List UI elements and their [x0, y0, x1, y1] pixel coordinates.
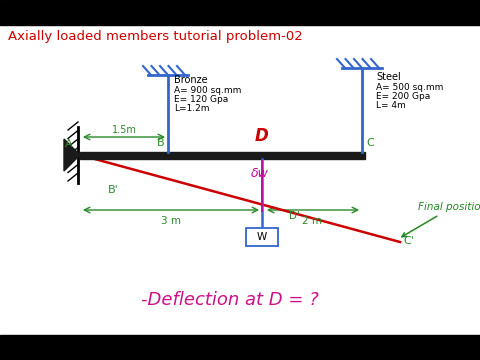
- Text: A: A: [65, 139, 73, 149]
- Text: A= 500 sq.mm: A= 500 sq.mm: [376, 83, 444, 92]
- Text: E= 200 Gpa: E= 200 Gpa: [376, 92, 430, 101]
- Text: A= 900 sq.mm: A= 900 sq.mm: [174, 86, 241, 95]
- Text: E= 120 Gpa: E= 120 Gpa: [174, 95, 228, 104]
- Text: B: B: [157, 138, 165, 148]
- Text: Steel: Steel: [376, 72, 401, 82]
- Text: C: C: [366, 138, 374, 148]
- Text: W: W: [257, 232, 267, 242]
- Text: 3 m: 3 m: [161, 216, 181, 226]
- Polygon shape: [64, 139, 80, 171]
- Text: L=1.2m: L=1.2m: [174, 104, 209, 113]
- Text: D: D: [255, 127, 269, 145]
- Text: -Deflection at D = ?: -Deflection at D = ?: [141, 291, 319, 309]
- Bar: [0, 0, 480, 25]
- Text: Final position: Final position: [402, 202, 480, 237]
- Bar: [246, 228, 278, 246]
- Text: C': C': [403, 236, 414, 246]
- Text: δw: δw: [251, 167, 269, 180]
- Text: Bronze: Bronze: [174, 75, 208, 85]
- Text: D': D': [288, 211, 300, 221]
- Text: Axially loaded members tutorial problem-02: Axially loaded members tutorial problem-…: [8, 30, 303, 43]
- Text: L= 4m: L= 4m: [376, 101, 406, 110]
- Text: B': B': [108, 185, 119, 195]
- Text: 1.5m: 1.5m: [111, 125, 136, 135]
- Bar: [0, 335, 480, 360]
- Text: 2 m: 2 m: [302, 216, 322, 226]
- Bar: [80, 152, 365, 158]
